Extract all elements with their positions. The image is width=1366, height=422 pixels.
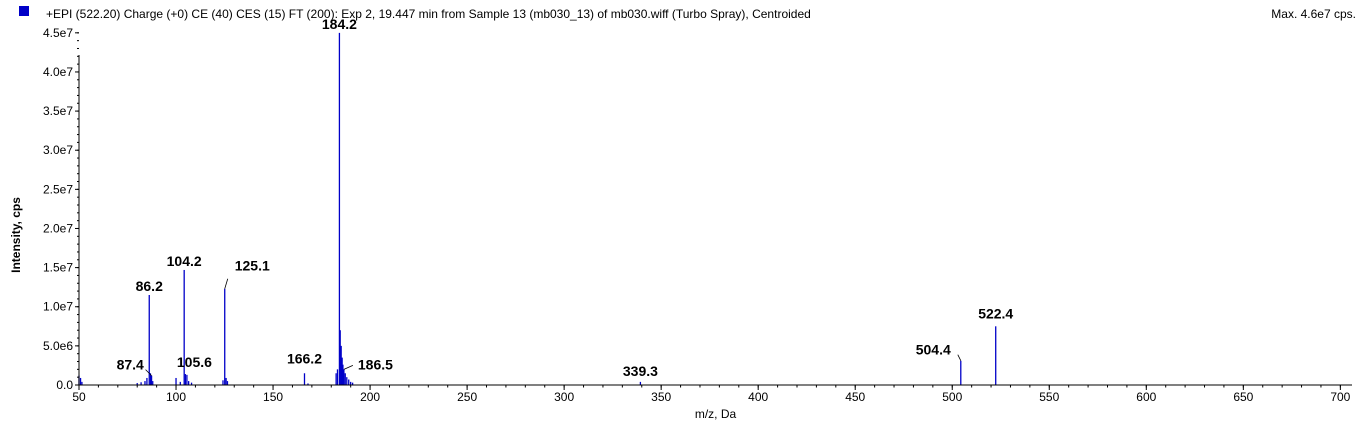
- x-tick-label: 300: [554, 390, 574, 404]
- x-tick-label: 600: [1136, 390, 1156, 404]
- peak-label: 186.5: [358, 356, 393, 372]
- y-tick-label: 5.0e6: [43, 339, 73, 353]
- y-tick-label: 1.0e7: [43, 300, 73, 314]
- axes: 50 100 150 200 250 300 350 400 450 500 550 600 650 70…: [43, 26, 1352, 404]
- y-tick-label: 4.5e7: [43, 26, 73, 40]
- series-legend-swatch: [19, 6, 29, 16]
- x-tick-label: 350: [651, 390, 671, 404]
- peak-label: 339.3: [623, 363, 658, 379]
- y-tick-label: 4.0e7: [43, 65, 73, 79]
- y-tick-label: 3.5e7: [43, 104, 73, 118]
- peak-bars: [78, 32, 997, 385]
- plot-title: +EPI (522.20) Charge (+0) CE (40) CES (1…: [46, 7, 811, 21]
- peak-label: 504.4: [916, 342, 951, 358]
- peak-leader-line: [957, 354, 962, 361]
- peak-label: 522.4: [978, 305, 1013, 321]
- peak-leader-line: [145, 369, 152, 376]
- peak-leader-line: [343, 364, 354, 370]
- peak-labels: 86.2 87.4 104.2 105.6 125.1 166.2 184.2 186.5 33…: [117, 16, 1014, 379]
- x-tick-label: 550: [1039, 390, 1059, 404]
- x-tick-label: 200: [360, 390, 380, 404]
- max-intensity-label: Max. 4.6e7 cps.: [1271, 7, 1356, 21]
- peak-label: 166.2: [287, 350, 322, 366]
- y-tick-label: 1.5e7: [43, 261, 73, 275]
- x-tick-label: 100: [166, 390, 186, 404]
- x-tick-label: 50: [72, 390, 86, 404]
- peak-label: 105.6: [177, 354, 212, 370]
- x-tick-label: 700: [1330, 390, 1350, 404]
- x-axis-title: m/z, Da: [695, 407, 737, 421]
- peak-label: 87.4: [117, 357, 144, 373]
- y-tick-label: 3.0e7: [43, 143, 73, 157]
- y-axis-title: Intensity, cps: [9, 197, 23, 273]
- y-tick-label: 0.0: [56, 378, 73, 392]
- y-tick-label: 2.0e7: [43, 221, 73, 235]
- x-tick-label: 650: [1233, 390, 1253, 404]
- peak-label: 125.1: [235, 258, 270, 274]
- peak-leader-line: [224, 278, 229, 289]
- peak-label: 86.2: [136, 278, 163, 294]
- x-tick-label: 250: [457, 390, 477, 404]
- peak-label: 104.2: [167, 253, 202, 269]
- x-tick-label: 150: [263, 390, 283, 404]
- peak-label: 184.2: [322, 16, 357, 32]
- x-tick-label: 450: [845, 390, 865, 404]
- y-tick-label: 2.5e7: [43, 182, 73, 196]
- x-tick-label: 500: [942, 390, 962, 404]
- x-tick-label: 400: [748, 390, 768, 404]
